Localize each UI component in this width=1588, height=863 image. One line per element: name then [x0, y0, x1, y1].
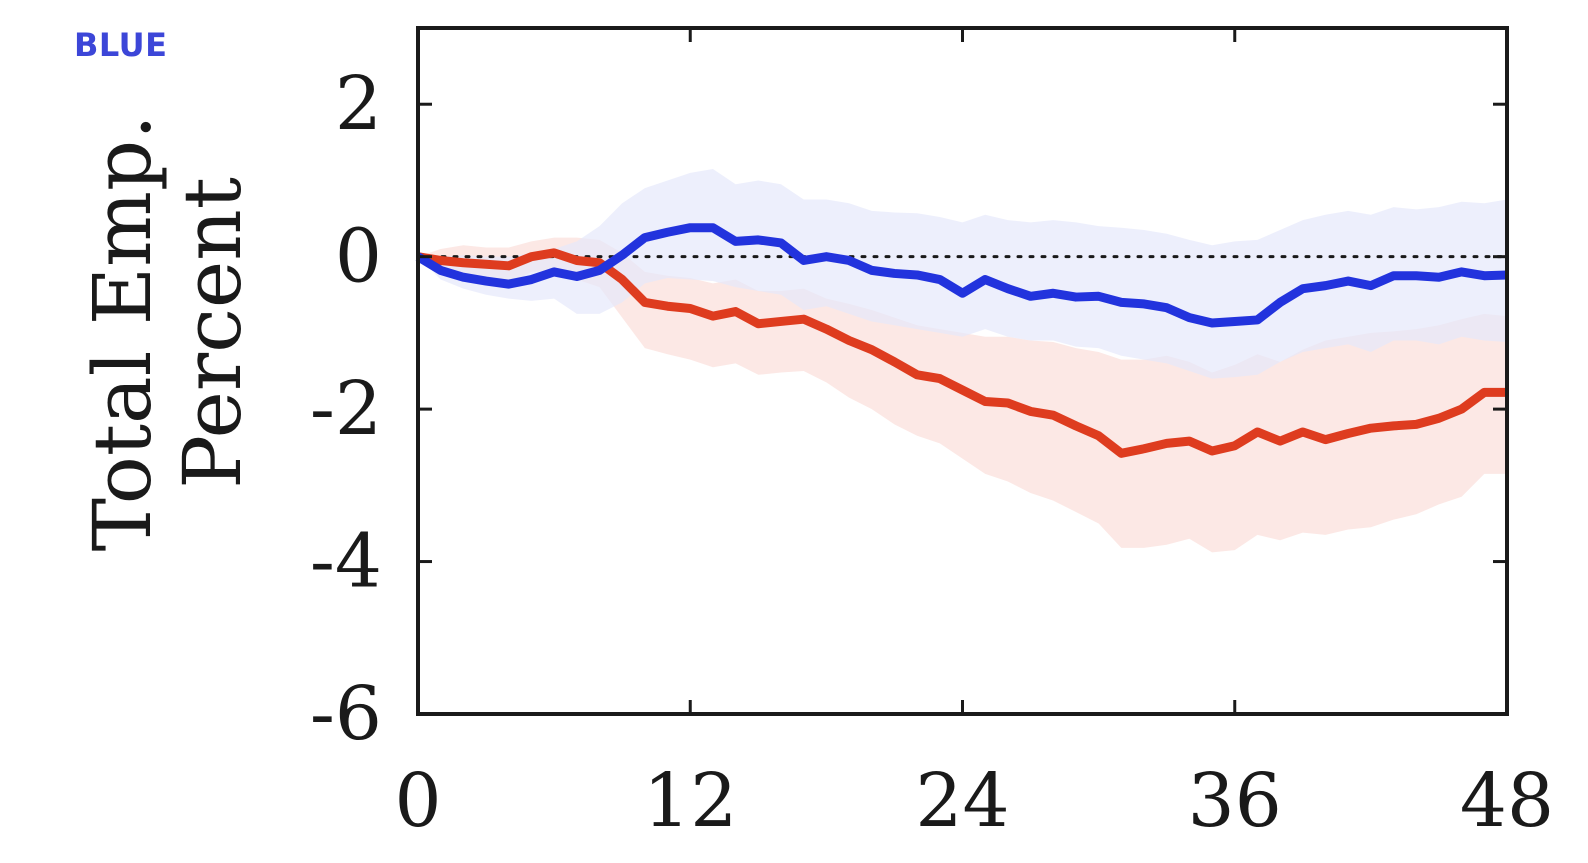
x-tick-label: 36: [1188, 758, 1282, 844]
axes: 0 12 24 36 48 -6 -4 -2 0 2: [310, 26, 1554, 844]
x-tick-label: 48: [1460, 758, 1554, 844]
confidence-bands: [418, 169, 1507, 553]
blue-confidence-band: [418, 169, 1507, 379]
red-series-line: [417, 248, 1507, 458]
y-tick-label: -6: [310, 671, 382, 757]
y-axis-label-line: Total Emp.: [76, 114, 169, 551]
y-tick-label: 2: [335, 61, 382, 147]
y-tick-label: -2: [310, 366, 382, 452]
y-axis-label: Total Emp.Percent: [76, 114, 259, 551]
x-tick-label: 12: [643, 758, 737, 844]
corner-label: BLUE: [74, 26, 168, 64]
x-tick-label: 0: [394, 758, 441, 844]
y-tick-label: 0: [335, 214, 382, 300]
y-tick-label: -4: [310, 519, 382, 605]
series-lines: [415, 223, 1508, 458]
y-axis-label-line: Percent: [166, 177, 259, 489]
x-tick-label: 24: [915, 758, 1009, 844]
blue-series-line: [415, 223, 1508, 328]
